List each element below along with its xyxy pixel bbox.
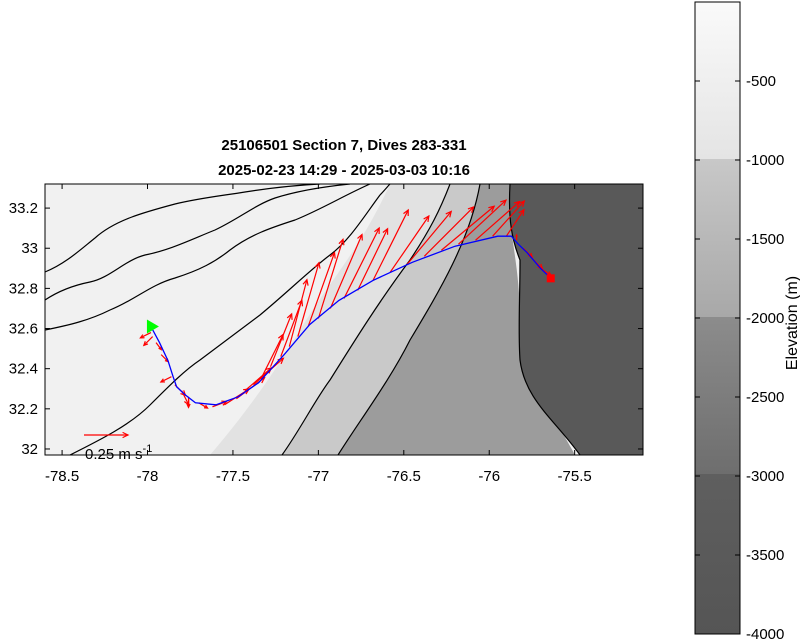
colorbar-label: Elevation (m) <box>784 276 800 370</box>
current-vector <box>441 205 496 251</box>
current-vector <box>492 199 526 237</box>
x-tick-label: -77.5 <box>216 468 250 485</box>
chart-subtitle: 2025-02-23 14:29 - 2025-03-03 10:16 <box>218 162 470 179</box>
current-vector <box>288 278 309 347</box>
colorbar-tick-label: -1500 <box>746 231 784 248</box>
colorbar-tick-label: -1000 <box>746 152 784 169</box>
colorbar-tick-label: -3500 <box>746 547 784 564</box>
abyssal-plain <box>509 184 643 455</box>
x-tick-label: -76 <box>478 468 500 485</box>
slope-band-shallow <box>210 184 460 455</box>
colorbar-tick-label: -4000 <box>746 626 784 643</box>
current-vector <box>142 336 154 347</box>
colorbar-tick-label: -500 <box>746 73 776 90</box>
scale-arrow-line <box>84 431 130 439</box>
current-vector <box>269 312 293 367</box>
colorbar-ticks: -500 -1000 -1500 -2000 -2500 -3000 -3500 -4000 <box>695 73 784 643</box>
current-vector <box>307 251 336 327</box>
y-tick-label: 32.2 <box>9 401 38 418</box>
colorbar-band-2000 <box>695 317 740 474</box>
current-vector <box>406 210 453 265</box>
current-vector <box>389 214 430 273</box>
current-vectors <box>139 199 553 409</box>
current-vector <box>139 332 152 339</box>
x-tick-label: -76.5 <box>387 468 421 485</box>
current-vector <box>329 233 363 309</box>
y-tick-label: 32.6 <box>9 321 38 338</box>
current-vector <box>186 396 191 409</box>
map-area <box>45 184 643 455</box>
end-marker <box>546 274 555 283</box>
depth-contours <box>45 184 581 455</box>
slope-band-1000 <box>282 184 510 455</box>
contour-line <box>508 184 581 455</box>
contour-line <box>69 184 391 455</box>
current-vector <box>357 227 389 291</box>
current-vector <box>297 261 321 337</box>
start-marker <box>146 319 159 334</box>
current-vector <box>458 199 508 245</box>
current-vector <box>372 208 409 281</box>
colorbar-tick-label: -2500 <box>746 389 784 406</box>
current-vector <box>159 376 172 383</box>
current-vector <box>505 208 525 237</box>
y-axis: 32 32.2 32.4 32.6 32.8 33 33.2 <box>9 200 643 458</box>
y-tick-label: 32.8 <box>9 280 38 297</box>
current-vector <box>475 200 521 241</box>
y-tick-label: 32 <box>21 441 38 458</box>
y-tick-label: 33 <box>21 240 38 257</box>
glider-track <box>150 235 552 406</box>
x-axis: -78.5 -78 -77.5 -77 -76.5 -76 -75.5 <box>45 184 592 485</box>
y-tick-label: 32.4 <box>9 361 38 378</box>
contour-line <box>45 184 321 273</box>
current-vector <box>423 206 475 257</box>
x-tick-label: -78 <box>137 468 159 485</box>
current-vector <box>515 233 518 241</box>
colorbar-tick-label: -3000 <box>746 468 784 485</box>
colorbar: -500-1000-1500-2000-2500-3000-3500-4000 … <box>694 1 800 643</box>
y-tick-label: 33.2 <box>9 200 38 217</box>
contour-line <box>281 184 451 455</box>
axes-box <box>44 183 644 456</box>
current-vector <box>343 226 380 299</box>
track-markers <box>146 274 555 334</box>
contour-line <box>45 184 371 331</box>
colorbar-band-shallow <box>695 2 740 159</box>
scale-arrow-label: 0.25 m s-1 <box>85 443 152 463</box>
x-tick-label: -77 <box>308 468 330 485</box>
colorbar-band-3000 <box>695 474 740 634</box>
slope-band-2000 <box>338 184 575 455</box>
x-tick-label: -75.5 <box>558 468 592 485</box>
contour-line <box>45 184 351 301</box>
contour-line <box>337 184 481 455</box>
x-tick-label: -78.5 <box>45 468 79 485</box>
glider-track-layer <box>150 235 552 406</box>
colorbar-band-1000 <box>695 159 740 317</box>
current-vector <box>155 342 163 351</box>
colorbar-tick-label: -2000 <box>746 310 784 327</box>
chart-title: 25106501 Section 7, Dives 283-331 <box>221 137 466 154</box>
current-vector <box>317 237 345 319</box>
scale-arrow <box>84 431 130 439</box>
